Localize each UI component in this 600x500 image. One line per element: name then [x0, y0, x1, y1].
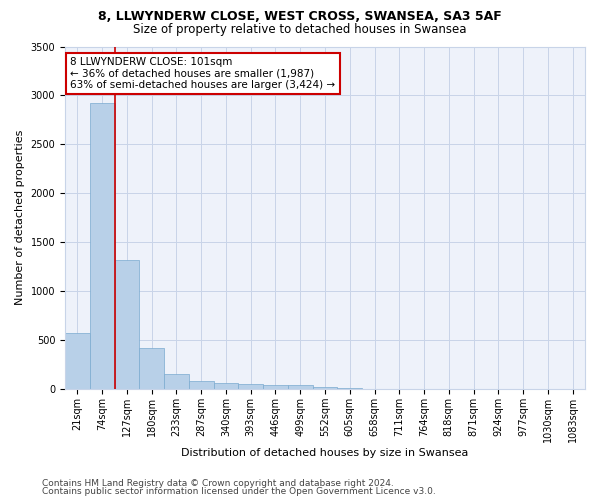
X-axis label: Distribution of detached houses by size in Swansea: Distribution of detached houses by size …: [181, 448, 469, 458]
Text: 8 LLWYNDERW CLOSE: 101sqm
← 36% of detached houses are smaller (1,987)
63% of se: 8 LLWYNDERW CLOSE: 101sqm ← 36% of detac…: [70, 57, 335, 90]
Text: Contains HM Land Registry data © Crown copyright and database right 2024.: Contains HM Land Registry data © Crown c…: [42, 478, 394, 488]
Bar: [313, 387, 337, 389]
Bar: [214, 383, 238, 389]
Text: Contains public sector information licensed under the Open Government Licence v3: Contains public sector information licen…: [42, 487, 436, 496]
Bar: [139, 348, 164, 389]
Bar: [164, 374, 189, 389]
Bar: [65, 334, 90, 389]
Bar: [189, 380, 214, 389]
Bar: [263, 384, 288, 389]
Y-axis label: Number of detached properties: Number of detached properties: [15, 130, 25, 306]
Bar: [238, 384, 263, 389]
Text: 8, LLWYNDERW CLOSE, WEST CROSS, SWANSEA, SA3 5AF: 8, LLWYNDERW CLOSE, WEST CROSS, SWANSEA,…: [98, 10, 502, 23]
Bar: [90, 104, 115, 389]
Text: Size of property relative to detached houses in Swansea: Size of property relative to detached ho…: [133, 22, 467, 36]
Bar: [288, 385, 313, 389]
Bar: [337, 388, 362, 389]
Bar: [115, 260, 139, 389]
